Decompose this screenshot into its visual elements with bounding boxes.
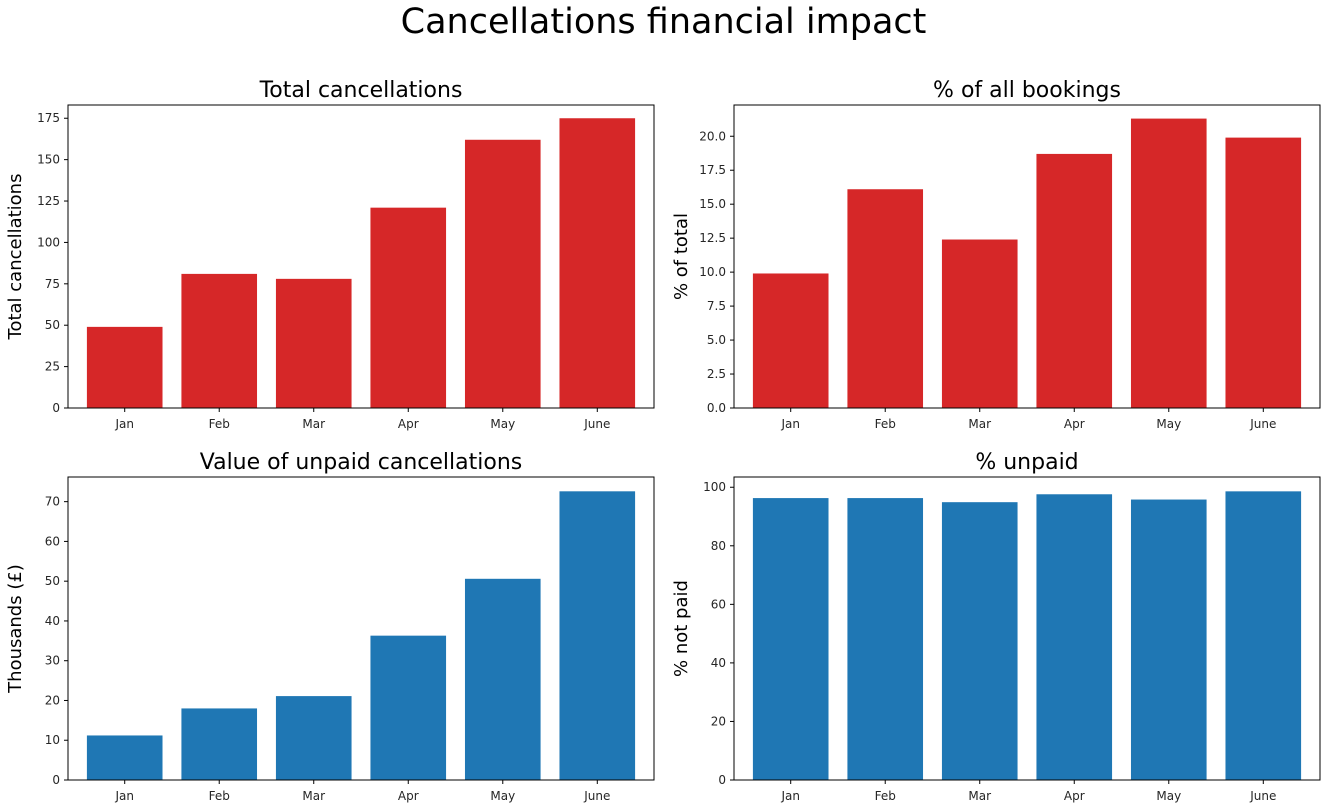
- x-tick-label: Feb: [875, 789, 896, 803]
- x-tick-label: June: [583, 417, 610, 431]
- x-tick-label: May: [1156, 789, 1181, 803]
- chart-panel-2: 0.0 2.5 5.0 7.5 10.0 12.5 15.0 17.5 20.0 Jan Feb Ma…: [671, 78, 1321, 431]
- y-axis-label: % not paid: [671, 580, 692, 677]
- y-tick-label: 10: [45, 733, 60, 747]
- chart-title: Value of unpaid cancellations: [200, 450, 522, 475]
- x-tick-label: Feb: [209, 789, 230, 803]
- y-tick-label: 0: [52, 401, 60, 415]
- y-tick-label: 0: [718, 773, 726, 787]
- chart-title: % unpaid: [975, 450, 1078, 475]
- plot-frame: [67, 104, 655, 409]
- plot-frame: [733, 104, 1321, 409]
- bar-feb: [847, 498, 924, 780]
- bar-apr: [1036, 494, 1113, 780]
- bar-mar: [941, 502, 1018, 780]
- x-tick-label: Mar: [302, 417, 325, 431]
- y-tick-label: 40: [711, 656, 726, 670]
- chart-title: % of all bookings: [933, 78, 1121, 103]
- y-tick-label: 0.0: [707, 401, 726, 415]
- bar-mar: [275, 696, 352, 780]
- bar-apr: [370, 635, 447, 780]
- x-tick-label: Apr: [398, 789, 419, 803]
- bar-jan: [752, 273, 829, 408]
- x-tick-label: Mar: [968, 789, 991, 803]
- chart-panel-3: 0 10 20 30 40 50 60 70 Jan Feb Mar Apr May June Value …: [5, 450, 655, 803]
- x-tick-label: Apr: [398, 417, 419, 431]
- bar-june: [1225, 491, 1302, 780]
- y-axis-label: % of total: [671, 213, 692, 300]
- bar-apr: [1036, 153, 1113, 408]
- y-tick-label: 100: [703, 480, 726, 494]
- bar-june: [1225, 137, 1302, 409]
- chart-title: Total cancellations: [259, 78, 463, 103]
- plot-frame: [67, 476, 655, 781]
- y-tick-label: 20: [711, 714, 726, 728]
- y-tick-label: 25: [45, 360, 60, 374]
- bar-mar: [941, 239, 1018, 408]
- y-tick-label: 15.0: [699, 197, 726, 211]
- y-tick-label: 10.0: [699, 265, 726, 279]
- y-tick-label: 30: [45, 654, 60, 668]
- y-tick-label: 20.0: [699, 129, 726, 143]
- y-tick-label: 150: [37, 153, 60, 167]
- x-tick-label: Feb: [875, 417, 896, 431]
- x-tick-label: Feb: [209, 417, 230, 431]
- y-tick-label: 50: [45, 318, 60, 332]
- y-tick-label: 50: [45, 574, 60, 588]
- figure-title: Cancellations financial impact: [400, 2, 927, 42]
- y-tick-label: 5.0: [707, 333, 726, 347]
- x-tick-label: Jan: [780, 789, 800, 803]
- y-tick-label: 7.5: [707, 299, 726, 313]
- y-tick-label: 60: [711, 597, 726, 611]
- bar-jan: [86, 735, 163, 780]
- plot-frame: [733, 476, 1321, 781]
- bar-jan: [752, 498, 829, 780]
- y-tick-label: 0: [52, 773, 60, 787]
- y-tick-label: 75: [45, 277, 60, 291]
- y-tick-label: 20: [45, 693, 60, 707]
- x-tick-label: Jan: [780, 417, 800, 431]
- bar-mar: [275, 278, 352, 408]
- x-tick-label: May: [1156, 417, 1181, 431]
- x-tick-label: Jan: [114, 417, 134, 431]
- y-tick-label: 70: [45, 495, 60, 509]
- y-tick-label: 17.5: [699, 163, 726, 177]
- y-tick-label: 80: [711, 539, 726, 553]
- chart-panel-1: 0 25 50 75 100 125 150 175 Jan Feb Mar Apr May June To…: [5, 78, 655, 431]
- y-axis-label: Thousands (£): [5, 564, 26, 694]
- bar-may: [464, 578, 541, 780]
- bar-feb: [847, 189, 924, 408]
- x-tick-label: May: [490, 789, 515, 803]
- x-tick-label: Mar: [968, 417, 991, 431]
- bar-feb: [181, 708, 258, 780]
- x-tick-label: Mar: [302, 789, 325, 803]
- y-tick-label: 40: [45, 614, 60, 628]
- y-tick-label: 175: [37, 111, 60, 125]
- x-tick-label: June: [1249, 417, 1276, 431]
- y-tick-label: 125: [37, 194, 60, 208]
- bar-may: [1130, 118, 1207, 408]
- bar-may: [464, 139, 541, 408]
- y-tick-label: 2.5: [707, 367, 726, 381]
- x-tick-label: Apr: [1064, 417, 1085, 431]
- bar-apr: [370, 207, 447, 408]
- bar-may: [1130, 499, 1207, 780]
- chart-panel-4: 0 20 40 60 80 100 Jan Feb Mar Apr May June % unpaid%…: [671, 450, 1321, 803]
- bar-june: [559, 491, 636, 780]
- bar-feb: [181, 273, 258, 408]
- x-tick-label: June: [1249, 789, 1276, 803]
- y-axis-label: Total cancellations: [5, 174, 26, 341]
- x-tick-label: Apr: [1064, 789, 1085, 803]
- x-tick-label: Jan: [114, 789, 134, 803]
- x-tick-label: June: [583, 789, 610, 803]
- y-tick-label: 12.5: [699, 231, 726, 245]
- bar-june: [559, 118, 636, 408]
- x-tick-label: May: [490, 417, 515, 431]
- bar-jan: [86, 326, 163, 408]
- y-tick-label: 100: [37, 235, 60, 249]
- y-tick-label: 60: [45, 534, 60, 548]
